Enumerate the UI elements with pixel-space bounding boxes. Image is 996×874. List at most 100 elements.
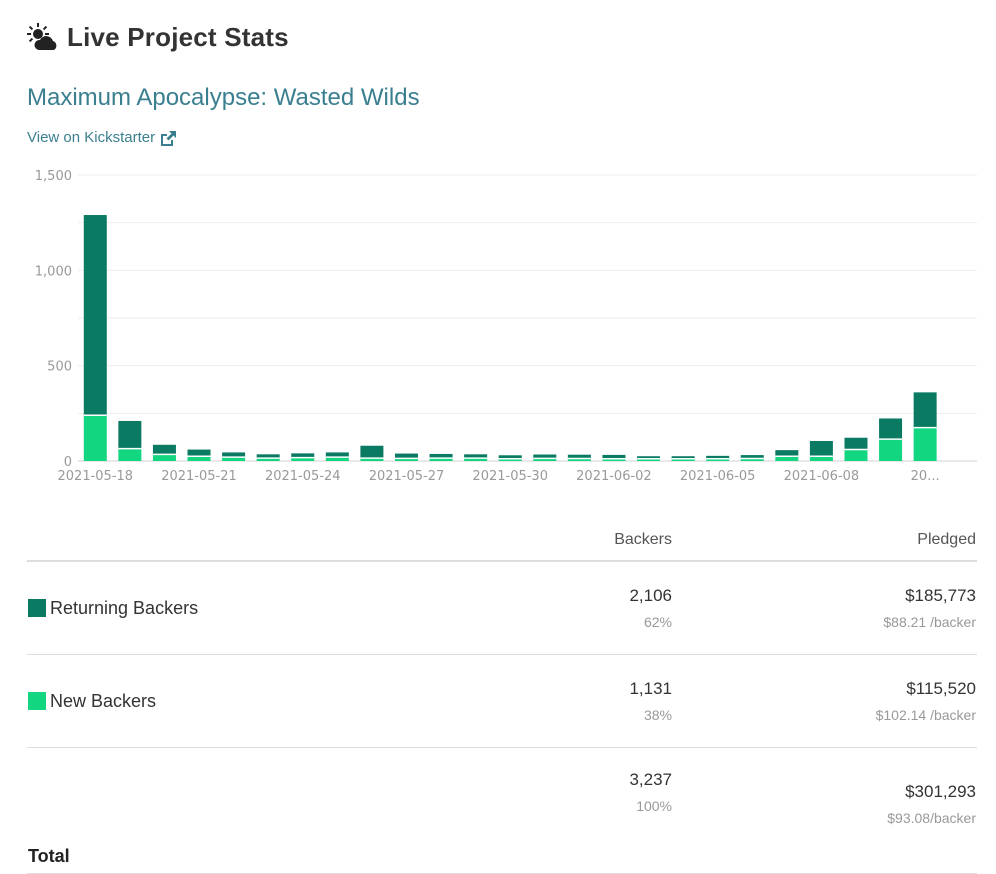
bar-returning-backers[interactable]	[844, 437, 868, 450]
bar-returning-backers[interactable]	[775, 450, 799, 457]
header-empty-cell	[27, 520, 449, 562]
bar-new-backers[interactable]	[671, 458, 695, 461]
bar-returning-backers[interactable]	[222, 452, 246, 458]
y-tick-label: 500	[47, 360, 72, 375]
bar-returning-backers[interactable]	[567, 454, 591, 459]
bar-new-backers[interactable]	[809, 456, 833, 461]
total-backers-pct: 100%	[636, 798, 672, 814]
bar-new-backers[interactable]	[118, 448, 142, 461]
bar-returning-backers[interactable]	[83, 215, 107, 416]
x-tick-label: 2021-05-18	[58, 469, 134, 484]
bar-new-backers[interactable]	[222, 457, 246, 461]
bar-new-backers[interactable]	[775, 456, 799, 461]
bar-new-backers[interactable]	[844, 449, 868, 461]
bar-returning-backers[interactable]	[879, 418, 903, 440]
bar-returning-backers[interactable]	[706, 455, 730, 459]
new-label-text: New Backers	[50, 690, 157, 711]
bar-returning-backers[interactable]	[809, 440, 833, 457]
x-tick-label: 2021-06-05	[680, 469, 756, 484]
returning-backers-pct: 62%	[643, 614, 672, 630]
pledged-header: Pledged	[673, 520, 977, 562]
total-pledged-cell: $301,293 $93.08/backer	[673, 747, 977, 874]
bar-returning-backers[interactable]	[464, 454, 488, 459]
chart-bars	[83, 215, 937, 461]
returning-label: Returning Backers	[28, 598, 448, 619]
bar-returning-backers[interactable]	[152, 444, 176, 455]
bar-returning-backers[interactable]	[291, 453, 315, 458]
new-backers-pct: 38%	[643, 707, 672, 723]
bar-new-backers[interactable]	[83, 415, 107, 461]
new-per-backer: $102.14 /backer	[875, 707, 976, 723]
bar-new-backers[interactable]	[879, 439, 903, 461]
bar-returning-backers[interactable]	[671, 456, 695, 459]
table-row-returning: Returning Backers 2,106 62% $185,773 $88…	[27, 561, 977, 655]
new-label: New Backers	[28, 691, 448, 712]
bar-returning-backers[interactable]	[913, 392, 937, 428]
bar-new-backers[interactable]	[152, 454, 176, 461]
bar-returning-backers[interactable]	[533, 454, 557, 459]
returning-swatch	[28, 599, 46, 617]
bar-new-backers[interactable]	[291, 457, 315, 461]
bar-new-backers[interactable]	[394, 458, 418, 461]
returning-backers: 2,106	[629, 586, 672, 605]
bar-returning-backers[interactable]	[740, 455, 764, 459]
bar-returning-backers[interactable]	[602, 454, 626, 459]
bar-returning-backers[interactable]	[118, 420, 142, 449]
bar-returning-backers[interactable]	[360, 445, 384, 459]
table-row-total: Total 3,237 100% $301,293 $93.08/backer	[27, 747, 977, 874]
bar-new-backers[interactable]	[602, 458, 626, 461]
x-tick-label: 2021-06-02	[576, 469, 652, 484]
new-backers: 1,131	[629, 679, 672, 698]
y-tick-label: 0	[64, 455, 72, 470]
bar-returning-backers[interactable]	[637, 456, 661, 459]
bar-new-backers[interactable]	[533, 458, 557, 461]
bar-new-backers[interactable]	[706, 458, 730, 461]
bar-new-backers[interactable]	[256, 458, 280, 461]
bar-returning-backers[interactable]	[187, 449, 211, 457]
total-pledged: $301,293	[905, 782, 976, 801]
returning-pledged-cell: $185,773 $88.21 /backer	[673, 561, 977, 655]
table-header-row: Backers Pledged	[27, 520, 977, 562]
bar-new-backers[interactable]	[187, 456, 211, 461]
chart-grid	[78, 174, 977, 462]
y-tick-label: 1,500	[35, 169, 72, 184]
bar-new-backers[interactable]	[360, 458, 384, 461]
bar-returning-backers[interactable]	[256, 454, 280, 459]
bar-new-backers[interactable]	[637, 458, 661, 461]
total-backers: 3,237	[629, 770, 672, 789]
bar-returning-backers[interactable]	[498, 455, 522, 459]
total-per-backer: $93.08/backer	[887, 810, 976, 826]
backers-header: Backers	[449, 520, 673, 562]
bar-new-backers[interactable]	[498, 458, 522, 461]
new-swatch	[28, 692, 46, 710]
total-label: Total	[28, 846, 70, 866]
stats-table: Backers Pledged Returning Backers 2,106 …	[27, 520, 977, 874]
new-label-cell: New Backers	[27, 654, 449, 748]
bar-new-backers[interactable]	[567, 458, 591, 461]
returning-pledged: $185,773	[905, 586, 976, 605]
view-on-kickstarter-link[interactable]: View on Kickstarter	[27, 129, 177, 146]
returning-per-backer: $88.21 /backer	[883, 614, 976, 630]
bar-returning-backers[interactable]	[325, 452, 349, 458]
returning-backers-cell: 2,106 62%	[449, 561, 673, 655]
bar-new-backers[interactable]	[429, 458, 453, 461]
x-tick-label: 2021-05-21	[161, 469, 237, 484]
page-title: Live Project Stats	[67, 22, 289, 52]
bar-returning-backers[interactable]	[429, 453, 453, 459]
header: Live Project Stats	[27, 22, 289, 53]
x-tick-label: 2021-05-30	[472, 469, 548, 484]
returning-label-text: Returning Backers	[50, 597, 199, 618]
y-tick-label: 1,000	[35, 264, 72, 279]
returning-label-cell: Returning Backers	[27, 561, 449, 655]
bar-new-backers[interactable]	[913, 427, 937, 461]
new-backers-cell: 1,131 38%	[449, 654, 673, 748]
bar-returning-backers[interactable]	[394, 453, 418, 459]
table-row-new: New Backers 1,131 38% $115,520 $102.14 /…	[27, 654, 977, 748]
bar-new-backers[interactable]	[740, 458, 764, 461]
bar-new-backers[interactable]	[464, 458, 488, 461]
x-tick-label: 20...	[911, 469, 940, 484]
bar-new-backers[interactable]	[325, 457, 349, 461]
new-pledged-cell: $115,520 $102.14 /backer	[673, 654, 977, 748]
x-tick-label: 2021-06-08	[784, 469, 860, 484]
chart-labels: 0 500 1,000 1,500 2021-05-18 2021-05-21 2021-0…	[35, 169, 940, 484]
